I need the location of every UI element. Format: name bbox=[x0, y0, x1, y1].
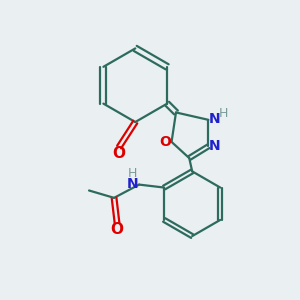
Text: O: O bbox=[110, 222, 124, 237]
Text: N: N bbox=[209, 112, 221, 126]
Text: H: H bbox=[128, 167, 137, 180]
Text: H: H bbox=[219, 107, 228, 120]
Text: N: N bbox=[209, 139, 221, 153]
Text: O: O bbox=[159, 135, 171, 149]
Text: O: O bbox=[112, 146, 126, 161]
Text: N: N bbox=[127, 177, 138, 191]
